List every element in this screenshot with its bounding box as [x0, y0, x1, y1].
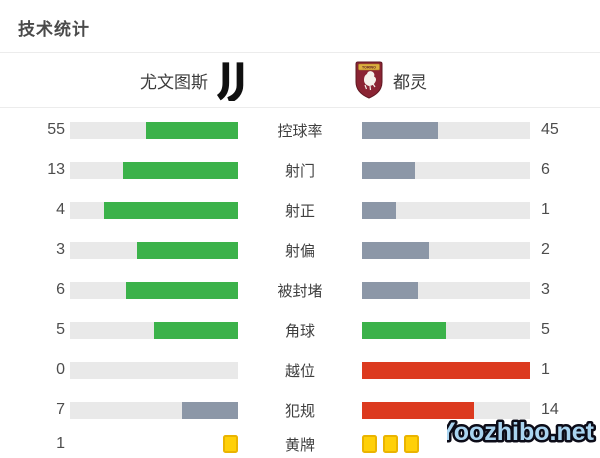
- home-stat-bar: [70, 435, 238, 453]
- home-yellow-cards: [70, 435, 238, 453]
- page-title: 技术统计: [18, 20, 90, 39]
- away-bar-fill: [362, 281, 418, 299]
- home-team-header: 尤文图斯: [0, 59, 300, 101]
- stat-row: 7 犯规 14: [0, 390, 600, 430]
- away-stat-bar: [362, 435, 530, 453]
- home-stat-bar: [70, 401, 238, 419]
- home-stat-value: 6: [56, 281, 65, 298]
- away-stat-value: 14: [541, 401, 559, 418]
- home-stat-value: 1: [56, 435, 65, 452]
- home-bar-fill: [125, 281, 238, 299]
- away-stat-bar: [362, 121, 530, 139]
- home-bar-fill: [145, 121, 238, 139]
- away-stat-value: 6: [541, 161, 550, 178]
- away-bar-fill: [362, 161, 416, 179]
- away-stat-value: 5: [541, 321, 550, 338]
- divider-header: [0, 107, 600, 108]
- stat-row: 0 越位 1: [0, 350, 600, 390]
- yellow-card-icon: [362, 435, 377, 453]
- stat-label: 越位: [284, 362, 315, 380]
- stat-label: 射正: [284, 202, 315, 220]
- home-stat-bar: [70, 121, 238, 139]
- home-stat-value: 7: [56, 401, 65, 418]
- stat-row: 13 射门 6: [0, 150, 600, 190]
- away-stat-bar: [362, 401, 530, 419]
- team-header: 尤文图斯 TORINO 都灵: [0, 53, 600, 107]
- home-bar-fill: [137, 241, 238, 259]
- stat-label: 犯规: [284, 402, 315, 420]
- away-bar-fill: [362, 241, 430, 259]
- stats-rows: 55 控球率 45 13 射门 6 4 射正 1 3 射偏 2 6 被封堵 3 …: [0, 108, 600, 458]
- juventus-logo-icon: [217, 62, 244, 101]
- away-stat-bar: [362, 161, 530, 179]
- stat-label: 黄牌: [284, 436, 315, 454]
- home-stat-value: 0: [56, 361, 65, 378]
- away-bar-fill: [362, 321, 446, 339]
- torino-logo-icon: TORINO: [355, 61, 383, 99]
- away-stat-bar: [362, 361, 530, 379]
- away-stat-value: 45: [541, 121, 559, 138]
- away-stat-bar: [362, 201, 530, 219]
- home-stat-value: 3: [56, 241, 65, 258]
- stat-row: 55 控球率 45: [0, 110, 600, 150]
- stat-row: 3 射偏 2: [0, 230, 600, 270]
- away-bar-fill: [362, 401, 475, 419]
- stat-label: 控球率: [277, 122, 323, 140]
- away-stat-value: 2: [541, 241, 550, 258]
- away-yellow-cards: [362, 435, 530, 453]
- stat-row: 1 黄牌: [0, 430, 600, 458]
- yellow-card-icon: [404, 435, 419, 453]
- home-stat-bar: [70, 361, 238, 379]
- home-stat-bar: [70, 161, 238, 179]
- yellow-card-icon: [383, 435, 398, 453]
- away-team-header: TORINO 都灵: [300, 61, 600, 99]
- home-stat-value: 13: [47, 161, 65, 178]
- away-bar-fill: [362, 361, 530, 379]
- home-stat-bar: [70, 241, 238, 259]
- stat-label: 角球: [284, 322, 315, 340]
- away-stat-bar: [362, 281, 530, 299]
- stat-row: 4 射正 1: [0, 190, 600, 230]
- away-bar-fill: [362, 201, 396, 219]
- stat-label: 被封堵: [277, 282, 323, 300]
- away-stat-value: 1: [541, 201, 550, 218]
- away-team-name: 都灵: [393, 72, 427, 92]
- away-bar-fill: [362, 121, 438, 139]
- stat-label: 射偏: [284, 242, 315, 260]
- home-stat-value: 5: [56, 321, 65, 338]
- home-team-name: 尤文图斯: [140, 72, 208, 92]
- away-stat-value: 3: [541, 281, 550, 298]
- yellow-card-icon: [223, 435, 238, 453]
- home-bar-fill: [182, 401, 238, 419]
- stat-label: 射门: [284, 162, 315, 180]
- home-stat-value: 55: [47, 121, 65, 138]
- home-stat-bar: [70, 321, 238, 339]
- stat-row: 6 被封堵 3: [0, 270, 600, 310]
- home-bar-fill: [123, 161, 238, 179]
- divider-top: [0, 52, 600, 53]
- home-stat-bar: [70, 281, 238, 299]
- away-stat-bar: [362, 241, 530, 259]
- away-stat-value: 1: [541, 361, 550, 378]
- away-stat-bar: [362, 321, 530, 339]
- home-stat-bar: [70, 201, 238, 219]
- home-bar-fill: [154, 321, 238, 339]
- home-bar-fill: [103, 201, 238, 219]
- home-stat-value: 4: [56, 201, 65, 218]
- torino-banner-text: TORINO: [362, 66, 376, 70]
- stat-row: 5 角球 5: [0, 310, 600, 350]
